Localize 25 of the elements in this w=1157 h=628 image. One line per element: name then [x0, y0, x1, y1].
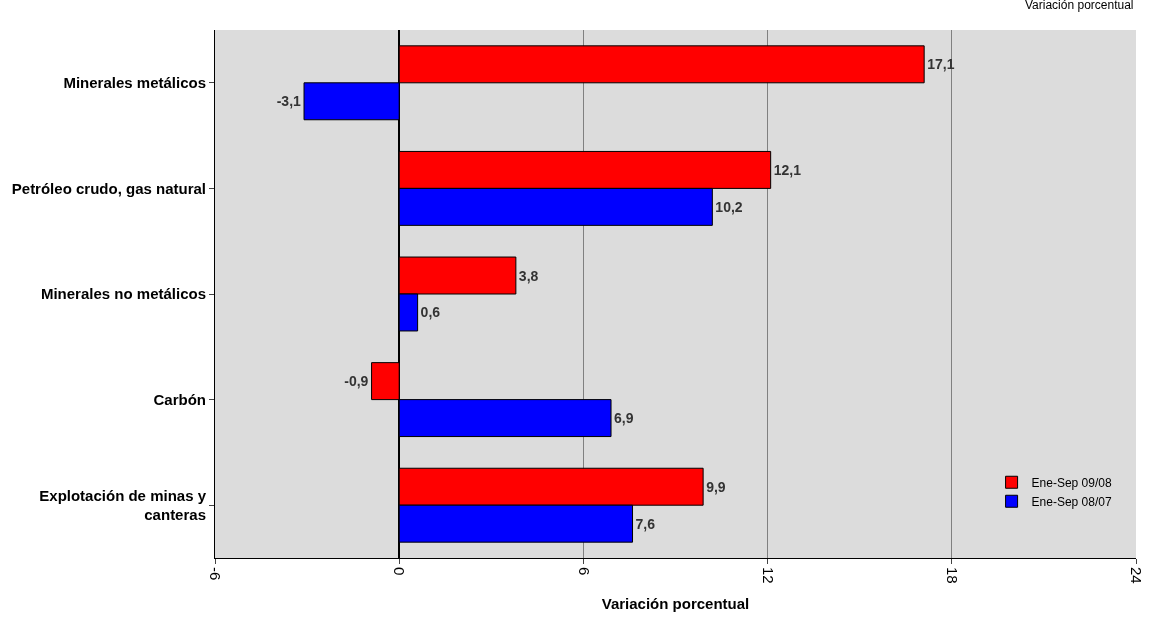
data-label: 10,2	[715, 198, 743, 215]
x-axis-title: Variación porcentual	[601, 594, 750, 612]
x-tick-label: 18	[943, 567, 961, 584]
y-tick-label: Minerales metálicos	[63, 74, 206, 92]
text: Variación porcentual	[1025, 0, 1134, 12]
y-tick-label: Petróleo crudo, gas natural	[11, 179, 206, 197]
x-tick-label: 6	[575, 567, 593, 576]
data-label: 6,9	[614, 410, 634, 427]
y-tick-label: Explotación de minas y canteras	[39, 486, 207, 524]
x-tick-label: -6	[207, 567, 225, 581]
y-tick-label: Minerales no metálicos	[40, 285, 206, 303]
data-label: 7,6	[635, 515, 656, 532]
legend-label: Ene-Sep 08/07	[1031, 494, 1112, 509]
x-tick-label: 0	[391, 567, 409, 576]
x-tick-label: 24	[1128, 567, 1146, 584]
data-label: 0,6	[420, 304, 441, 321]
data-label: 3,8	[518, 267, 539, 284]
data-label: -0,9	[344, 373, 369, 390]
data-label: -3,1	[276, 93, 302, 110]
data-label: 12,1	[773, 161, 802, 178]
data-label: 17,1	[927, 56, 955, 73]
data-label: 9,9	[706, 478, 726, 495]
x-tick-label: 12	[759, 567, 777, 584]
legend-label: Ene-Sep 09/08	[1031, 475, 1112, 490]
y-tick-label: Carbón	[153, 390, 206, 408]
